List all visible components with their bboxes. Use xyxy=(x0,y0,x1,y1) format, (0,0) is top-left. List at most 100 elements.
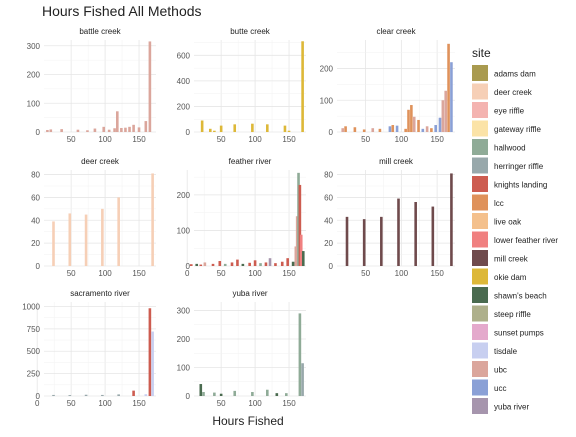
legend-label: sunset pumps xyxy=(494,329,544,338)
histogram-bar xyxy=(84,394,88,396)
legend-label: ubc xyxy=(494,366,507,375)
histogram-bar xyxy=(414,202,417,266)
histogram-bar xyxy=(189,264,193,266)
histogram-bar xyxy=(102,126,106,132)
histogram-bar xyxy=(236,259,239,266)
histogram-bar xyxy=(151,331,154,396)
y-tick-label: 100 xyxy=(27,99,41,108)
x-tick-label: 50 xyxy=(67,135,76,144)
histogram-bar xyxy=(425,126,429,132)
histogram-bar xyxy=(68,395,72,396)
histogram-bar xyxy=(407,109,410,132)
legend-label: lower feather river xyxy=(494,236,558,245)
histogram-bar xyxy=(266,124,269,132)
histogram-bar xyxy=(444,90,448,132)
legend-swatch xyxy=(472,379,488,396)
y-tick-label: 0 xyxy=(329,128,334,137)
facet-panel: battle creek 0 100 200 300 50 100 150 xyxy=(27,27,156,144)
legend-label: steep riffle xyxy=(494,310,531,319)
histogram-bar xyxy=(286,258,289,266)
y-tick-label: 0 xyxy=(329,262,334,271)
histogram-bar xyxy=(274,263,277,266)
legend-label: tisdale xyxy=(494,347,518,356)
y-tick-label: 40 xyxy=(324,216,333,225)
chart-title: Hours Fished All Methods xyxy=(42,3,202,19)
facet-title: battle creek xyxy=(79,27,121,36)
y-tick-label: 200 xyxy=(177,335,191,344)
facet-panel: feather river 0 100 200 0 50 100 150 xyxy=(177,157,306,278)
histogram-bar xyxy=(344,126,347,132)
histogram-bar xyxy=(132,124,135,132)
facet-title: yuba river xyxy=(232,289,267,298)
histogram-bar xyxy=(199,264,203,266)
legend-swatch xyxy=(472,65,488,81)
histogram-bar xyxy=(202,392,205,396)
histogram-bar xyxy=(362,129,366,132)
histogram-bar xyxy=(301,41,304,132)
y-tick-label: 20 xyxy=(31,239,40,248)
histogram-bar xyxy=(450,173,453,266)
histogram-bar xyxy=(120,127,123,132)
histogram-bar xyxy=(251,392,254,396)
histogram-bar xyxy=(195,263,199,266)
legend-swatch xyxy=(472,342,488,359)
legend-swatch xyxy=(472,213,488,229)
x-tick-label: 50 xyxy=(361,135,370,144)
legend-swatch xyxy=(472,83,488,100)
histogram-bar xyxy=(388,126,392,132)
x-tick-label: 0 xyxy=(35,399,40,408)
y-tick-label: 600 xyxy=(177,51,191,60)
legend: adams dam deer creek eye riffle gateway rif… xyxy=(472,65,558,414)
legend-swatch xyxy=(472,139,488,155)
x-tick-label: 50 xyxy=(67,399,76,408)
histogram-bar xyxy=(253,260,257,266)
histogram-bar xyxy=(378,128,382,132)
histogram-bar xyxy=(391,125,395,132)
histogram-bar xyxy=(137,127,141,132)
facet-title: butte creek xyxy=(230,27,271,36)
x-tick-label: 100 xyxy=(248,269,262,278)
histogram-bar xyxy=(219,393,223,396)
histogram-bar xyxy=(450,62,453,133)
histogram-bar xyxy=(404,128,407,132)
facet-panel: clear creek 0 100 200 50 100 150 xyxy=(320,27,455,144)
histogram-bar xyxy=(294,246,298,266)
legend-label: herringer riffle xyxy=(494,162,544,171)
histogram-bar xyxy=(438,117,442,132)
histogram-bar xyxy=(251,123,254,132)
histogram-bar xyxy=(259,263,262,266)
x-axis-label: Hours Fished xyxy=(212,414,283,428)
histogram-bar xyxy=(395,125,399,132)
histogram-bar xyxy=(430,128,433,132)
histogram-bar xyxy=(107,129,111,132)
histogram-bar xyxy=(241,263,245,266)
x-tick-label: 150 xyxy=(282,135,296,144)
y-tick-label: 500 xyxy=(27,347,41,356)
histogram-bar xyxy=(219,125,223,132)
histogram-bar xyxy=(203,262,207,266)
facet-title: mill creek xyxy=(379,157,414,166)
y-tick-label: 250 xyxy=(27,370,41,379)
legend-label: lcc xyxy=(494,199,504,208)
y-tick-label: 1000 xyxy=(22,302,40,311)
x-tick-label: 50 xyxy=(217,135,226,144)
y-tick-label: 0 xyxy=(186,128,191,137)
histogram-bar xyxy=(132,390,135,396)
x-tick-label: 0 xyxy=(185,269,190,278)
histogram-bar xyxy=(341,128,345,132)
histogram-bar xyxy=(233,124,237,132)
histogram-bar xyxy=(60,129,63,132)
histogram-bar xyxy=(280,261,284,266)
x-tick-label: 100 xyxy=(248,399,262,408)
x-tick-label: 50 xyxy=(67,269,76,278)
y-tick-label: 60 xyxy=(31,193,40,202)
histogram-bar xyxy=(301,363,304,396)
x-tick-label: 150 xyxy=(430,269,444,278)
histogram-bar xyxy=(208,128,212,132)
y-tick-label: 200 xyxy=(177,191,191,200)
legend-label: hallwood xyxy=(494,144,526,153)
histogram-bar xyxy=(417,119,420,132)
histogram-bar xyxy=(362,219,366,266)
histogram-bar xyxy=(148,308,152,396)
